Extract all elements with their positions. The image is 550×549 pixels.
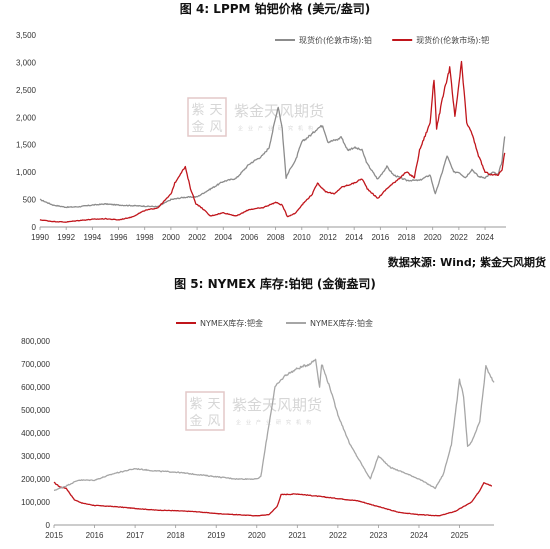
x-tick-label: 2018 (167, 531, 185, 540)
y-tick-label: 500 (23, 196, 37, 205)
x-tick-label: 1990 (31, 233, 49, 242)
y-tick-label: 200,000 (21, 475, 50, 484)
x-tick-label: 2004 (214, 233, 232, 242)
watermark-seal-char: 紫 (191, 103, 204, 118)
y-tick-label: 0 (46, 521, 51, 530)
x-tick-label: 2016 (86, 531, 104, 540)
watermark-seal-char: 风 (209, 120, 222, 135)
y-tick-label: 3,000 (16, 58, 37, 67)
x-tick-label: 2014 (345, 233, 363, 242)
figure-4-title: 图 4: LPPM 铂钯价格 (美元/盎司) (179, 2, 371, 16)
x-tick-label: 2022 (450, 233, 468, 242)
x-tick-label: 2008 (267, 233, 285, 242)
watermark-seal-char: 天 (207, 397, 220, 412)
legend-label-2: 现货价(伦敦市场):钯 (416, 35, 489, 45)
x-tick-label: 2018 (398, 233, 416, 242)
legend-label-1: 现货价(伦敦市场):铂 (299, 35, 372, 45)
x-tick-label: 2006 (241, 233, 259, 242)
x-tick-label: 2020 (424, 233, 442, 242)
x-tick-label: 2000 (162, 233, 180, 242)
x-tick-label: 2010 (293, 233, 311, 242)
x-tick-label: 2015 (45, 531, 63, 540)
series-lines (39, 60, 506, 223)
y-tick-label: 3,500 (16, 31, 37, 40)
y-tick-label: 800,000 (21, 337, 50, 346)
x-tick-label: 2024 (410, 531, 428, 540)
watermark-seal-icon (185, 391, 225, 431)
x-tick-label: 2021 (288, 531, 306, 540)
x-tick-label: 2024 (476, 233, 494, 242)
series-line-1 (39, 106, 506, 209)
watermark: 紫天金 风紫金天风期货企业产业研究机构 (185, 391, 322, 431)
series-line-2 (39, 60, 506, 223)
watermark-name: 紫金天风期货 (232, 396, 322, 414)
legend-label-2: NYMEX库存:铂金 (310, 318, 373, 328)
watermark-tagline: 企业产业研究机构 (236, 419, 316, 426)
watermark-tagline: 企业产业研究机构 (238, 125, 318, 132)
x-tick-label: 1992 (57, 233, 75, 242)
x-tick-label: 2002 (188, 233, 206, 242)
y-tick-label: 600,000 (21, 383, 50, 392)
watermark-seal-icon (187, 97, 227, 137)
y-tick-label: 2,500 (16, 86, 37, 95)
x-tick-label: 2020 (248, 531, 266, 540)
watermark-seal-char: 金 (191, 119, 204, 135)
y-tick-label: 1,500 (16, 141, 37, 150)
x-tick-label: 2017 (126, 531, 144, 540)
y-tick-label: 2,000 (16, 113, 37, 122)
watermark-seal-char: 金 (189, 413, 202, 429)
chart-lppm-prices: 紫天金 风紫金天风期货企业产业研究机构 0 500 1,000 1,500 2,000 2,… (16, 31, 506, 242)
y-tick-label: 500,000 (21, 406, 50, 415)
x-tick-label: 2022 (329, 531, 347, 540)
legend-label-1: NYMEX库存:钯金 (200, 318, 263, 328)
legend: NYMEX库存:钯金 NYMEX库存:铂金 (176, 318, 373, 328)
figure-5-title: 图 5: NYMEX 库存:铂钯 (金衡盎司) (174, 277, 376, 291)
y-tick-label: 0 (32, 223, 37, 232)
x-tick-label: 1996 (110, 233, 128, 242)
axes: 0 100,000 200,000 300,000 400,000 500,000 600,… (21, 337, 494, 540)
x-tick-label: 2023 (370, 531, 388, 540)
x-tick-label: 2019 (207, 531, 225, 540)
x-tick-label: 1994 (83, 233, 101, 242)
y-tick-label: 400,000 (21, 429, 50, 438)
y-tick-label: 1,000 (16, 168, 37, 177)
axes: 0 500 1,000 1,500 2,000 2,500 3,000 3,500 1990 19… (16, 31, 506, 242)
x-tick-label: 2025 (451, 531, 469, 540)
y-tick-label: 700,000 (21, 360, 50, 369)
watermark-seal-char: 风 (207, 414, 220, 429)
y-tick-label: 100,000 (21, 498, 50, 507)
data-source-note: 数据来源: Wind; 紫金天风期货 (387, 256, 546, 269)
watermark-seal-char: 紫 (189, 397, 202, 412)
chart-nymex-inventory: 紫天金 风紫金天风期货企业产业研究机构 0 100,000 200,000 300,00… (21, 318, 495, 540)
x-tick-label: 2012 (319, 233, 337, 242)
series-line-2 (53, 358, 495, 491)
legend: 现货价(伦敦市场):铂 现货价(伦敦市场):钯 (275, 35, 489, 45)
y-tick-label: 300,000 (21, 452, 50, 461)
series-lines (53, 358, 495, 517)
x-tick-label: 1998 (136, 233, 154, 242)
x-tick-label: 2016 (371, 233, 389, 242)
watermark-seal-char: 天 (209, 103, 222, 118)
series-line-1 (53, 481, 492, 517)
watermark: 紫天金 风紫金天风期货企业产业研究机构 (187, 97, 324, 137)
